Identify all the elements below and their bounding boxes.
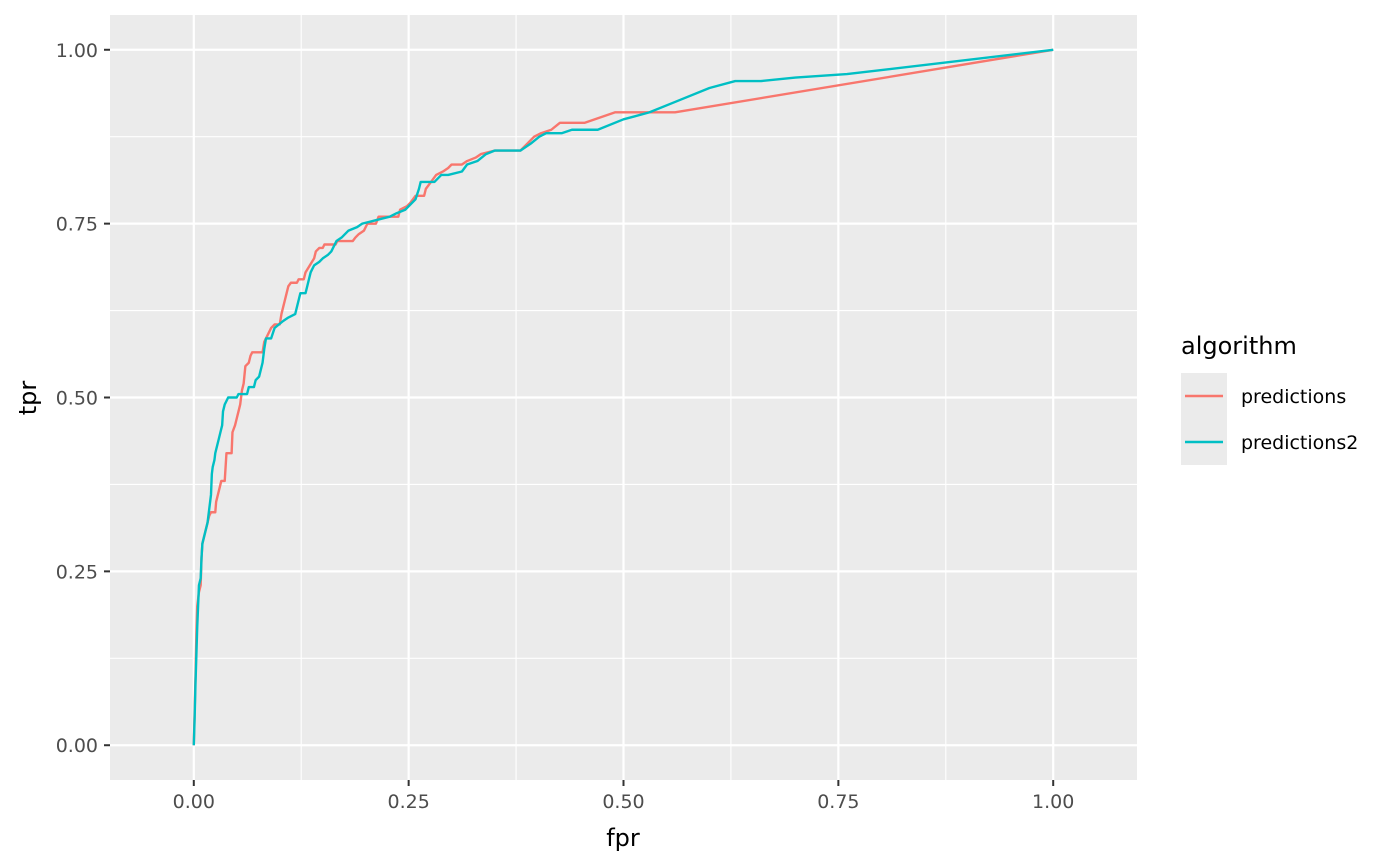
grid-major: [110, 15, 1137, 780]
legend-label-predictions: predictions: [1241, 386, 1346, 408]
series-line-predictions: [192, 48, 1054, 746]
series-lines: [192, 48, 1054, 746]
legend: algorithm predictions predictions2: [1181, 332, 1358, 465]
y-tick-label: 0.00: [56, 735, 98, 757]
legend-title: algorithm: [1181, 332, 1297, 360]
x-axis-title: fpr: [606, 824, 640, 852]
x-axis: 0.00 0.25 0.50 0.75 1.00: [173, 780, 1074, 813]
y-axis: 0.00 0.25 0.50 0.75 1.00: [56, 40, 110, 757]
y-tick-label: 1.00: [56, 40, 98, 62]
x-tick-label: 1.00: [1032, 791, 1074, 813]
legend-label-predictions2: predictions2: [1241, 432, 1358, 454]
x-tick-label: 0.50: [602, 791, 644, 813]
y-axis-title: tpr: [14, 381, 42, 416]
series-line-predictions2: [192, 48, 1054, 746]
x-tick-label: 0.00: [173, 791, 215, 813]
y-tick-label: 0.25: [56, 561, 98, 583]
y-tick-label: 0.50: [56, 388, 98, 410]
x-tick-label: 0.25: [387, 791, 429, 813]
y-tick-label: 0.75: [56, 214, 98, 236]
x-tick-label: 0.75: [817, 791, 859, 813]
